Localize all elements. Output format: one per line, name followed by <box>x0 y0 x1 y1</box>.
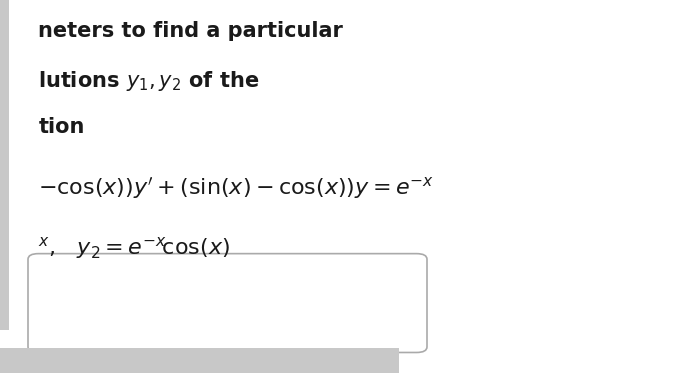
Text: ${}^{x}{,} \quad y_2 = e^{-x}\!\cos(x)$: ${}^{x}{,} \quad y_2 = e^{-x}\!\cos(x)$ <box>38 235 230 261</box>
Text: neters to find a particular: neters to find a particular <box>38 21 344 41</box>
Bar <box>0 348 399 373</box>
Text: lutions $y_1, y_2$ of the: lutions $y_1, y_2$ of the <box>38 69 260 93</box>
FancyBboxPatch shape <box>28 254 427 352</box>
Bar <box>0 0 9 330</box>
Text: tion: tion <box>38 117 85 138</box>
Text: $-\cos(x))y'+(\sin(x) - \cos(x))y = e^{-x}$: $-\cos(x))y'+(\sin(x) - \cos(x))y = e^{-… <box>38 175 435 201</box>
